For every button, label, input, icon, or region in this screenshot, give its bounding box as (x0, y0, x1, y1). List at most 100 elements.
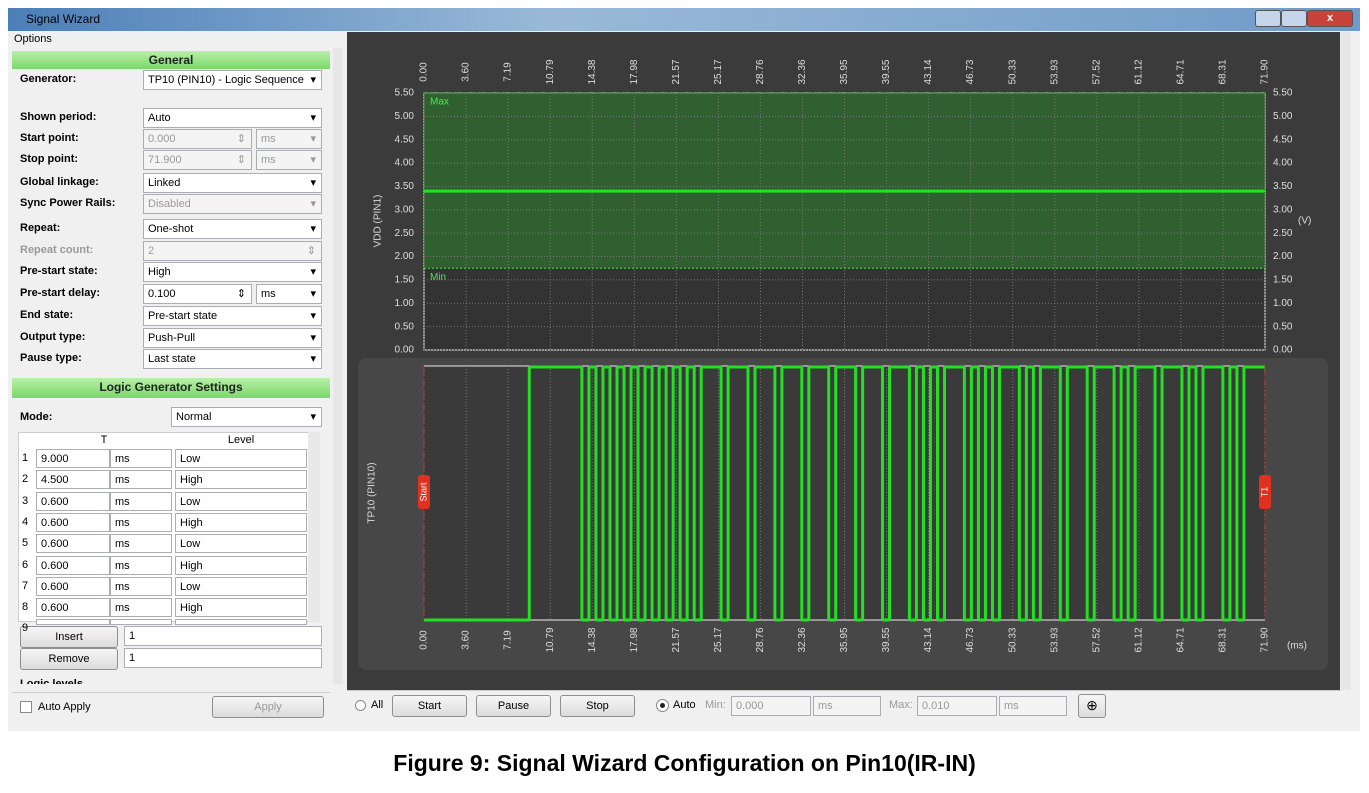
minimize-button[interactable] (1255, 10, 1281, 27)
row-time[interactable]: 0.600 (36, 491, 110, 511)
row-level[interactable]: Low (175, 534, 307, 554)
x-tick-label: 53.93 (1049, 627, 1060, 652)
min-unit[interactable]: ms (813, 696, 881, 716)
auto-radio[interactable] (656, 699, 669, 712)
x-tick-label: 28.76 (755, 59, 766, 84)
x-tick-label: 46.73 (965, 59, 976, 84)
min-value[interactable]: 0.000 (731, 696, 811, 716)
max-unit[interactable]: ms (999, 696, 1067, 716)
apply-button[interactable]: Apply (212, 696, 324, 718)
row-level[interactable]: High (175, 470, 307, 490)
figure-caption: Figure 9: Signal Wizard Configuration on… (393, 750, 976, 776)
field-value[interactable]: 2 ⇕ (143, 241, 322, 261)
row-unit[interactable]: ms (110, 619, 172, 626)
x-tick-label: 3.60 (461, 630, 472, 650)
field-unit[interactable]: ms ▾ (256, 284, 322, 304)
row-time[interactable]: 9.000 (36, 449, 110, 468)
y-tick-label: 0.50 (395, 321, 415, 332)
row-number: 3 (22, 494, 29, 507)
field-label: Global linkage: (20, 176, 99, 188)
row-level[interactable]: High (175, 512, 307, 532)
chart-scrollbar[interactable] (1341, 32, 1351, 690)
menu-options[interactable]: Options (14, 33, 52, 45)
max-value[interactable]: 0.010 (917, 696, 997, 716)
digital-unit: (ms) (1287, 641, 1307, 652)
row-time[interactable]: 0.600 (36, 512, 110, 532)
field-value[interactable]: 0.000 ⇕ (143, 129, 252, 149)
row-unit[interactable]: ms (110, 534, 172, 554)
row-time[interactable]: 0.600 (36, 534, 110, 554)
row-level[interactable]: Low (175, 619, 307, 626)
row-unit[interactable]: ms (110, 491, 172, 511)
start-button[interactable]: Start (392, 695, 467, 717)
x-tick-label: 0.00 (419, 630, 430, 650)
field-value[interactable]: Pre-start state ▾ (143, 306, 322, 326)
row-time[interactable]: 0.600 (36, 619, 110, 626)
row-unit[interactable]: ms (110, 449, 172, 468)
row-time[interactable]: 0.600 (36, 598, 110, 618)
auto-apply-checkbox[interactable] (20, 701, 32, 713)
field-label: Start point: (20, 132, 79, 144)
row-time[interactable]: 0.600 (36, 555, 110, 575)
row-unit[interactable]: ms (110, 555, 172, 575)
row-level[interactable]: High (175, 555, 307, 575)
insert-value[interactable]: 1 (124, 626, 322, 646)
x-tick-label: 61.12 (1134, 627, 1145, 652)
field-label: Pre-start delay: (20, 287, 101, 299)
field-value[interactable]: Auto ▾ (143, 108, 322, 128)
x-tick-label: 71.90 (1260, 627, 1271, 652)
x-tick-label: 35.95 (839, 59, 850, 84)
marker-badge (1259, 475, 1271, 509)
table-scrollbar[interactable] (308, 432, 320, 622)
field-value[interactable]: High ▾ (143, 262, 322, 282)
x-tick-label: 28.76 (755, 627, 766, 652)
insert-button[interactable]: Insert (20, 626, 118, 648)
field-value[interactable]: Linked ▾ (143, 173, 322, 193)
row-level[interactable]: Low (175, 449, 307, 468)
maximize-button[interactable] (1281, 10, 1307, 27)
y-tick-label: 5.50 (395, 88, 415, 99)
row-unit[interactable]: ms (110, 598, 172, 618)
analog-y-label: VDD (PIN1) (373, 195, 384, 248)
x-tick-label: 53.93 (1049, 59, 1060, 84)
row-unit[interactable]: ms (110, 512, 172, 532)
y-tick-label: 5.00 (395, 111, 415, 122)
row-time[interactable]: 0.600 (36, 576, 110, 596)
field-unit[interactable]: ms ▾ (256, 150, 322, 170)
field-value[interactable]: 0.100 ⇕ (143, 284, 252, 304)
row-level[interactable]: Low (175, 491, 307, 511)
field-value[interactable]: One-shot ▾ (143, 219, 322, 239)
fit-button[interactable]: ⊕ (1078, 694, 1106, 718)
row-level[interactable]: High (175, 598, 307, 618)
row-level[interactable]: Low (175, 576, 307, 596)
stop-button[interactable]: Stop (560, 695, 635, 717)
field-value[interactable]: TP10 (PIN10) - Logic Sequence ▾ (143, 70, 322, 90)
field-value[interactable]: Push-Pull ▾ (143, 328, 322, 348)
field-value[interactable]: Last state ▾ (143, 349, 322, 369)
remove-button[interactable]: Remove (20, 648, 118, 670)
row-unit[interactable]: ms (110, 470, 172, 490)
all-radio[interactable] (355, 700, 366, 711)
y2-tick-label: 0.00 (1273, 345, 1293, 356)
pause-button[interactable]: Pause (476, 695, 551, 717)
y2-tick-label: 5.50 (1273, 88, 1293, 99)
mode-combo[interactable]: Normal ▾ (171, 407, 322, 427)
analog-unit: (V) (1298, 216, 1311, 227)
x-tick-label: 21.57 (671, 59, 682, 84)
left-scrollbar[interactable] (333, 48, 343, 684)
logic-levels-label: Logic levels (20, 678, 83, 684)
field-unit[interactable]: ms ▾ (256, 129, 322, 149)
row-unit[interactable]: ms (110, 576, 172, 596)
mode-label: Mode: (20, 411, 53, 423)
x-tick-label: 0.00 (419, 62, 430, 82)
row-time[interactable]: 4.500 (36, 470, 110, 490)
y2-tick-label: 4.50 (1273, 134, 1293, 145)
field-value[interactable]: 71.900 ⇕ (143, 150, 252, 170)
x-tick-label: 17.98 (629, 627, 640, 652)
close-button[interactable]: x (1307, 10, 1353, 27)
y-tick-label: 4.00 (395, 158, 415, 169)
remove-value[interactable]: 1 (124, 648, 322, 668)
field-value[interactable]: Disabled ▾ (143, 194, 322, 214)
row-number: 9 (22, 622, 29, 635)
